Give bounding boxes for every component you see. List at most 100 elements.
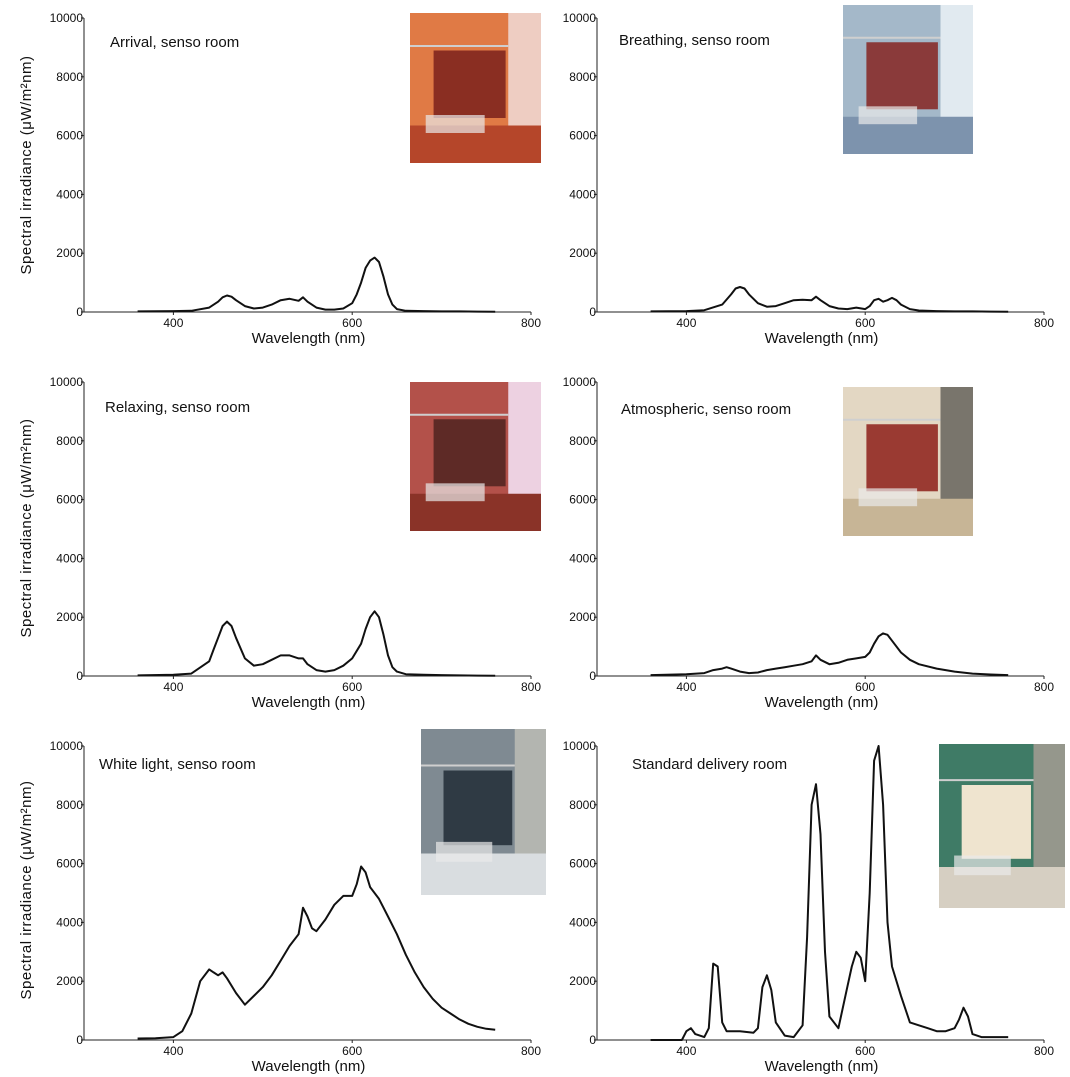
x-tick-label: 800 xyxy=(1034,680,1054,694)
y-tick-label: 10000 xyxy=(563,375,597,389)
x-axis-label: Wavelength (nm) xyxy=(252,1058,366,1075)
y-tick-label: 6000 xyxy=(569,493,596,507)
y-tick-label: 4000 xyxy=(56,915,83,929)
photo-bed xyxy=(858,488,918,507)
x-tick-label: 800 xyxy=(1034,316,1054,330)
photo-curtain xyxy=(866,42,938,110)
y-tick-label: 2000 xyxy=(56,974,83,988)
atmospheric-room-photo xyxy=(843,387,973,536)
photo-bed xyxy=(858,106,918,125)
y-tick-label: 6000 xyxy=(569,129,596,143)
y-tick-label: 6000 xyxy=(56,857,83,871)
x-tick-label: 800 xyxy=(521,316,541,330)
y-tick-label: 8000 xyxy=(56,798,83,812)
panel-title: Relaxing, senso room xyxy=(105,399,250,416)
y-tick-label: 4000 xyxy=(56,551,83,565)
y-tick-label: 0 xyxy=(589,1033,596,1047)
y-tick-label: 0 xyxy=(76,669,83,683)
panel-title: White light, senso room xyxy=(99,756,256,773)
y-tick-label: 6000 xyxy=(56,129,83,143)
y-axis-label: Spectral irradiance (μW/m²nm) xyxy=(18,418,35,637)
y-axis-label: Spectral irradiance (μW/m²nm) xyxy=(18,55,35,274)
x-tick-label: 600 xyxy=(855,316,875,330)
y-tick-label: 8000 xyxy=(569,434,596,448)
x-tick-label: 400 xyxy=(676,1044,696,1058)
y-tick-label: 0 xyxy=(589,669,596,683)
y-tick-label: 4000 xyxy=(569,187,596,201)
y-tick-label: 8000 xyxy=(56,434,83,448)
y-tick-label: 10000 xyxy=(563,739,597,753)
x-tick-label: 600 xyxy=(855,1044,875,1058)
y-tick-label: 4000 xyxy=(569,551,596,565)
x-axis-label: Wavelength (nm) xyxy=(252,694,366,711)
photo-bed xyxy=(425,115,485,133)
white-light-room-photo xyxy=(421,729,546,895)
delivery-room-photo xyxy=(939,744,1065,908)
y-tick-label: 6000 xyxy=(56,493,83,507)
photo-curtain xyxy=(961,785,1031,859)
arrival-room-photo xyxy=(410,13,541,163)
y-tick-label: 4000 xyxy=(56,187,83,201)
spectrum-line xyxy=(650,745,1009,1041)
spectrum-line xyxy=(137,256,496,313)
x-tick-label: 400 xyxy=(676,680,696,694)
photo-curtain xyxy=(866,424,938,492)
y-tick-label: 8000 xyxy=(569,70,596,84)
chart-panel: 0 2000 4000 6000 8000 10000 400 600 800 Wavelengt… xyxy=(50,375,542,711)
y-tick-label: 0 xyxy=(76,305,83,319)
photo-curtain xyxy=(443,770,513,846)
x-tick-label: 600 xyxy=(342,680,362,694)
panel-title: Arrival, senso room xyxy=(110,34,239,51)
x-axis-label: Wavelength (nm) xyxy=(765,694,879,711)
x-tick-label: 600 xyxy=(342,316,362,330)
photo-bed xyxy=(425,483,485,502)
photo-curtain xyxy=(433,50,506,118)
y-tick-label: 2000 xyxy=(56,610,83,624)
y-tick-label: 6000 xyxy=(569,857,596,871)
y-tick-label: 10000 xyxy=(50,11,84,25)
spectrum-line xyxy=(650,286,1009,313)
y-tick-label: 2000 xyxy=(569,610,596,624)
relaxing-room-photo xyxy=(410,382,541,531)
x-tick-label: 400 xyxy=(163,1044,183,1058)
x-tick-label: 800 xyxy=(1034,1044,1054,1058)
photo-bed xyxy=(954,855,1011,876)
x-tick-label: 400 xyxy=(163,316,183,330)
y-tick-label: 0 xyxy=(589,305,596,319)
chart-panel: 0 2000 4000 6000 8000 10000 400 600 800 Wavelengt… xyxy=(50,11,542,347)
x-axis-label: Wavelength (nm) xyxy=(765,1058,879,1075)
chart-panel: 0 2000 4000 6000 8000 10000 400 600 800 Wavelengt… xyxy=(563,5,1054,347)
x-axis-label: Wavelength (nm) xyxy=(765,330,879,347)
spectrum-line xyxy=(650,632,1009,677)
y-tick-label: 2000 xyxy=(56,246,83,260)
chart-panel: 0 2000 4000 6000 8000 10000 400 600 800 Wavelengt… xyxy=(563,375,1055,711)
x-axis-label: Wavelength (nm) xyxy=(252,330,366,347)
spectrum-line xyxy=(137,865,496,1040)
panel-title: Standard delivery room xyxy=(632,756,787,773)
y-tick-label: 2000 xyxy=(569,974,596,988)
photo-curtain xyxy=(433,419,506,487)
panel-title: Atmospheric, senso room xyxy=(621,401,791,418)
y-axis-label: Spectral irradiance (μW/m²nm) xyxy=(18,780,35,999)
x-tick-label: 600 xyxy=(342,1044,362,1058)
x-tick-label: 400 xyxy=(163,680,183,694)
x-tick-label: 800 xyxy=(521,1044,541,1058)
breathing-room-photo xyxy=(843,5,973,154)
spectrum-line xyxy=(137,610,496,677)
photo-bed xyxy=(436,841,493,862)
chart-panel: 0 2000 4000 6000 8000 10000 400 600 800 Wavelengt… xyxy=(50,729,546,1075)
y-tick-label: 8000 xyxy=(569,798,596,812)
chart-panel: 0 2000 4000 6000 8000 10000 400 600 800 Wavelengt… xyxy=(563,739,1065,1075)
y-tick-label: 2000 xyxy=(569,246,596,260)
x-tick-label: 800 xyxy=(521,680,541,694)
y-tick-label: 4000 xyxy=(569,915,596,929)
x-tick-label: 600 xyxy=(855,680,875,694)
y-tick-label: 10000 xyxy=(50,375,84,389)
y-tick-label: 0 xyxy=(76,1033,83,1047)
y-tick-label: 10000 xyxy=(563,11,597,25)
y-tick-label: 10000 xyxy=(50,739,84,753)
y-tick-label: 8000 xyxy=(56,70,83,84)
panel-title: Breathing, senso room xyxy=(619,32,770,49)
x-tick-label: 400 xyxy=(676,316,696,330)
